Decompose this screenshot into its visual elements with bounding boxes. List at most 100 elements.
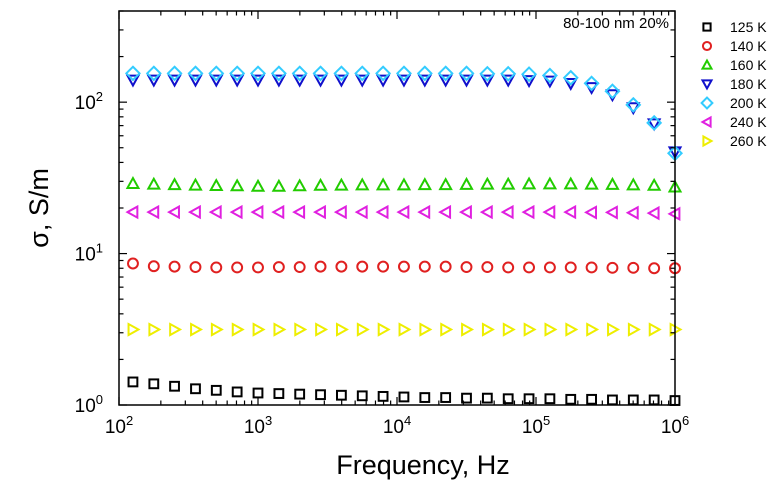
- data-point: [544, 393, 556, 405]
- data-point: [250, 74, 266, 88]
- data-point: [169, 322, 183, 337]
- data-point: [396, 74, 412, 88]
- data-point: [377, 322, 391, 337]
- data-point: [208, 204, 222, 220]
- series-140-k: [127, 257, 681, 275]
- data-point: [148, 322, 162, 337]
- x-tick-label: 104: [383, 413, 411, 438]
- series-260-k: [127, 322, 683, 337]
- series-160-k: [125, 176, 683, 193]
- data-point: [417, 177, 432, 191]
- data-point: [294, 388, 306, 400]
- legend-marker: [700, 58, 714, 70]
- data-point: [438, 204, 452, 220]
- data-point: [169, 380, 180, 392]
- data-point: [294, 322, 308, 337]
- series-180-k: [125, 74, 683, 160]
- data-point: [627, 261, 640, 274]
- data-point: [625, 96, 642, 113]
- data-point: [249, 65, 267, 82]
- data-point: [521, 176, 537, 190]
- data-point: [314, 260, 327, 273]
- data-point: [229, 204, 243, 220]
- x-tick-label: 103: [244, 413, 272, 438]
- data-point: [334, 177, 349, 191]
- legend-marker: [702, 134, 714, 148]
- data-point: [375, 177, 391, 191]
- data-point: [377, 260, 390, 273]
- data-point: [292, 204, 306, 220]
- data-point: [542, 204, 556, 220]
- data-point: [210, 261, 223, 274]
- data-point: [521, 204, 535, 220]
- data-point: [146, 204, 160, 220]
- data-point: [461, 322, 475, 337]
- data-point: [293, 261, 306, 273]
- plot-frame: [118, 10, 676, 406]
- data-point: [188, 74, 203, 88]
- y-tick-label: 101: [75, 241, 103, 266]
- data-point: [458, 204, 472, 220]
- data-point: [648, 262, 661, 275]
- legend-marker: [700, 115, 712, 129]
- data-point: [210, 322, 224, 337]
- data-point: [209, 74, 224, 88]
- series-125-k: [127, 376, 681, 406]
- legend-label: 125 K: [730, 19, 767, 35]
- chart-annotation: 80-100 nm 20%: [563, 15, 669, 32]
- data-point: [167, 177, 182, 191]
- legend-item: 260 K: [702, 133, 767, 149]
- data-point: [458, 65, 475, 82]
- data-point: [147, 260, 160, 273]
- data-point: [187, 204, 201, 220]
- data-point: [584, 205, 598, 220]
- data-point: [586, 322, 600, 337]
- data-point: [273, 388, 285, 399]
- data-point: [438, 74, 453, 88]
- data-point: [252, 387, 264, 399]
- data-point: [312, 204, 326, 220]
- data-point: [375, 74, 391, 88]
- legend-label: 180 K: [730, 76, 767, 92]
- data-point: [252, 261, 264, 274]
- data-point: [335, 322, 349, 337]
- data-point: [396, 177, 412, 191]
- data-point: [397, 260, 410, 273]
- data-point: [396, 204, 410, 220]
- data-point: [563, 204, 577, 220]
- legend-item: 125 K: [702, 19, 767, 35]
- y-tick-label: 100: [75, 392, 103, 417]
- data-point: [398, 322, 412, 337]
- data-point: [127, 257, 139, 270]
- legend-marker: [700, 79, 714, 91]
- data-point: [564, 261, 577, 274]
- data-point: [648, 322, 662, 337]
- data-point: [124, 65, 141, 82]
- data-point: [480, 176, 495, 190]
- data-point: [335, 389, 347, 401]
- data-point: [585, 261, 598, 274]
- legend-label: 240 K: [730, 114, 767, 130]
- data-point: [355, 74, 370, 88]
- data-point: [271, 178, 287, 192]
- data-point: [440, 392, 452, 403]
- data-point: [313, 177, 328, 191]
- data-point: [210, 384, 222, 396]
- data-point: [460, 261, 473, 273]
- data-point: [502, 322, 516, 337]
- series-layer: [124, 65, 684, 406]
- data-point: [335, 260, 348, 273]
- data-point: [252, 322, 266, 337]
- data-point: [229, 65, 246, 82]
- y-axis-title: σ, S/m: [24, 168, 54, 248]
- data-point: [333, 65, 350, 82]
- data-point: [604, 205, 618, 220]
- legend-label: 200 K: [730, 95, 767, 111]
- data-point: [356, 390, 368, 402]
- data-point: [416, 65, 433, 82]
- data-point: [395, 65, 412, 82]
- data-point: [250, 178, 266, 192]
- data-point: [168, 260, 181, 273]
- x-axis-title: Frequency, Hz: [336, 450, 510, 480]
